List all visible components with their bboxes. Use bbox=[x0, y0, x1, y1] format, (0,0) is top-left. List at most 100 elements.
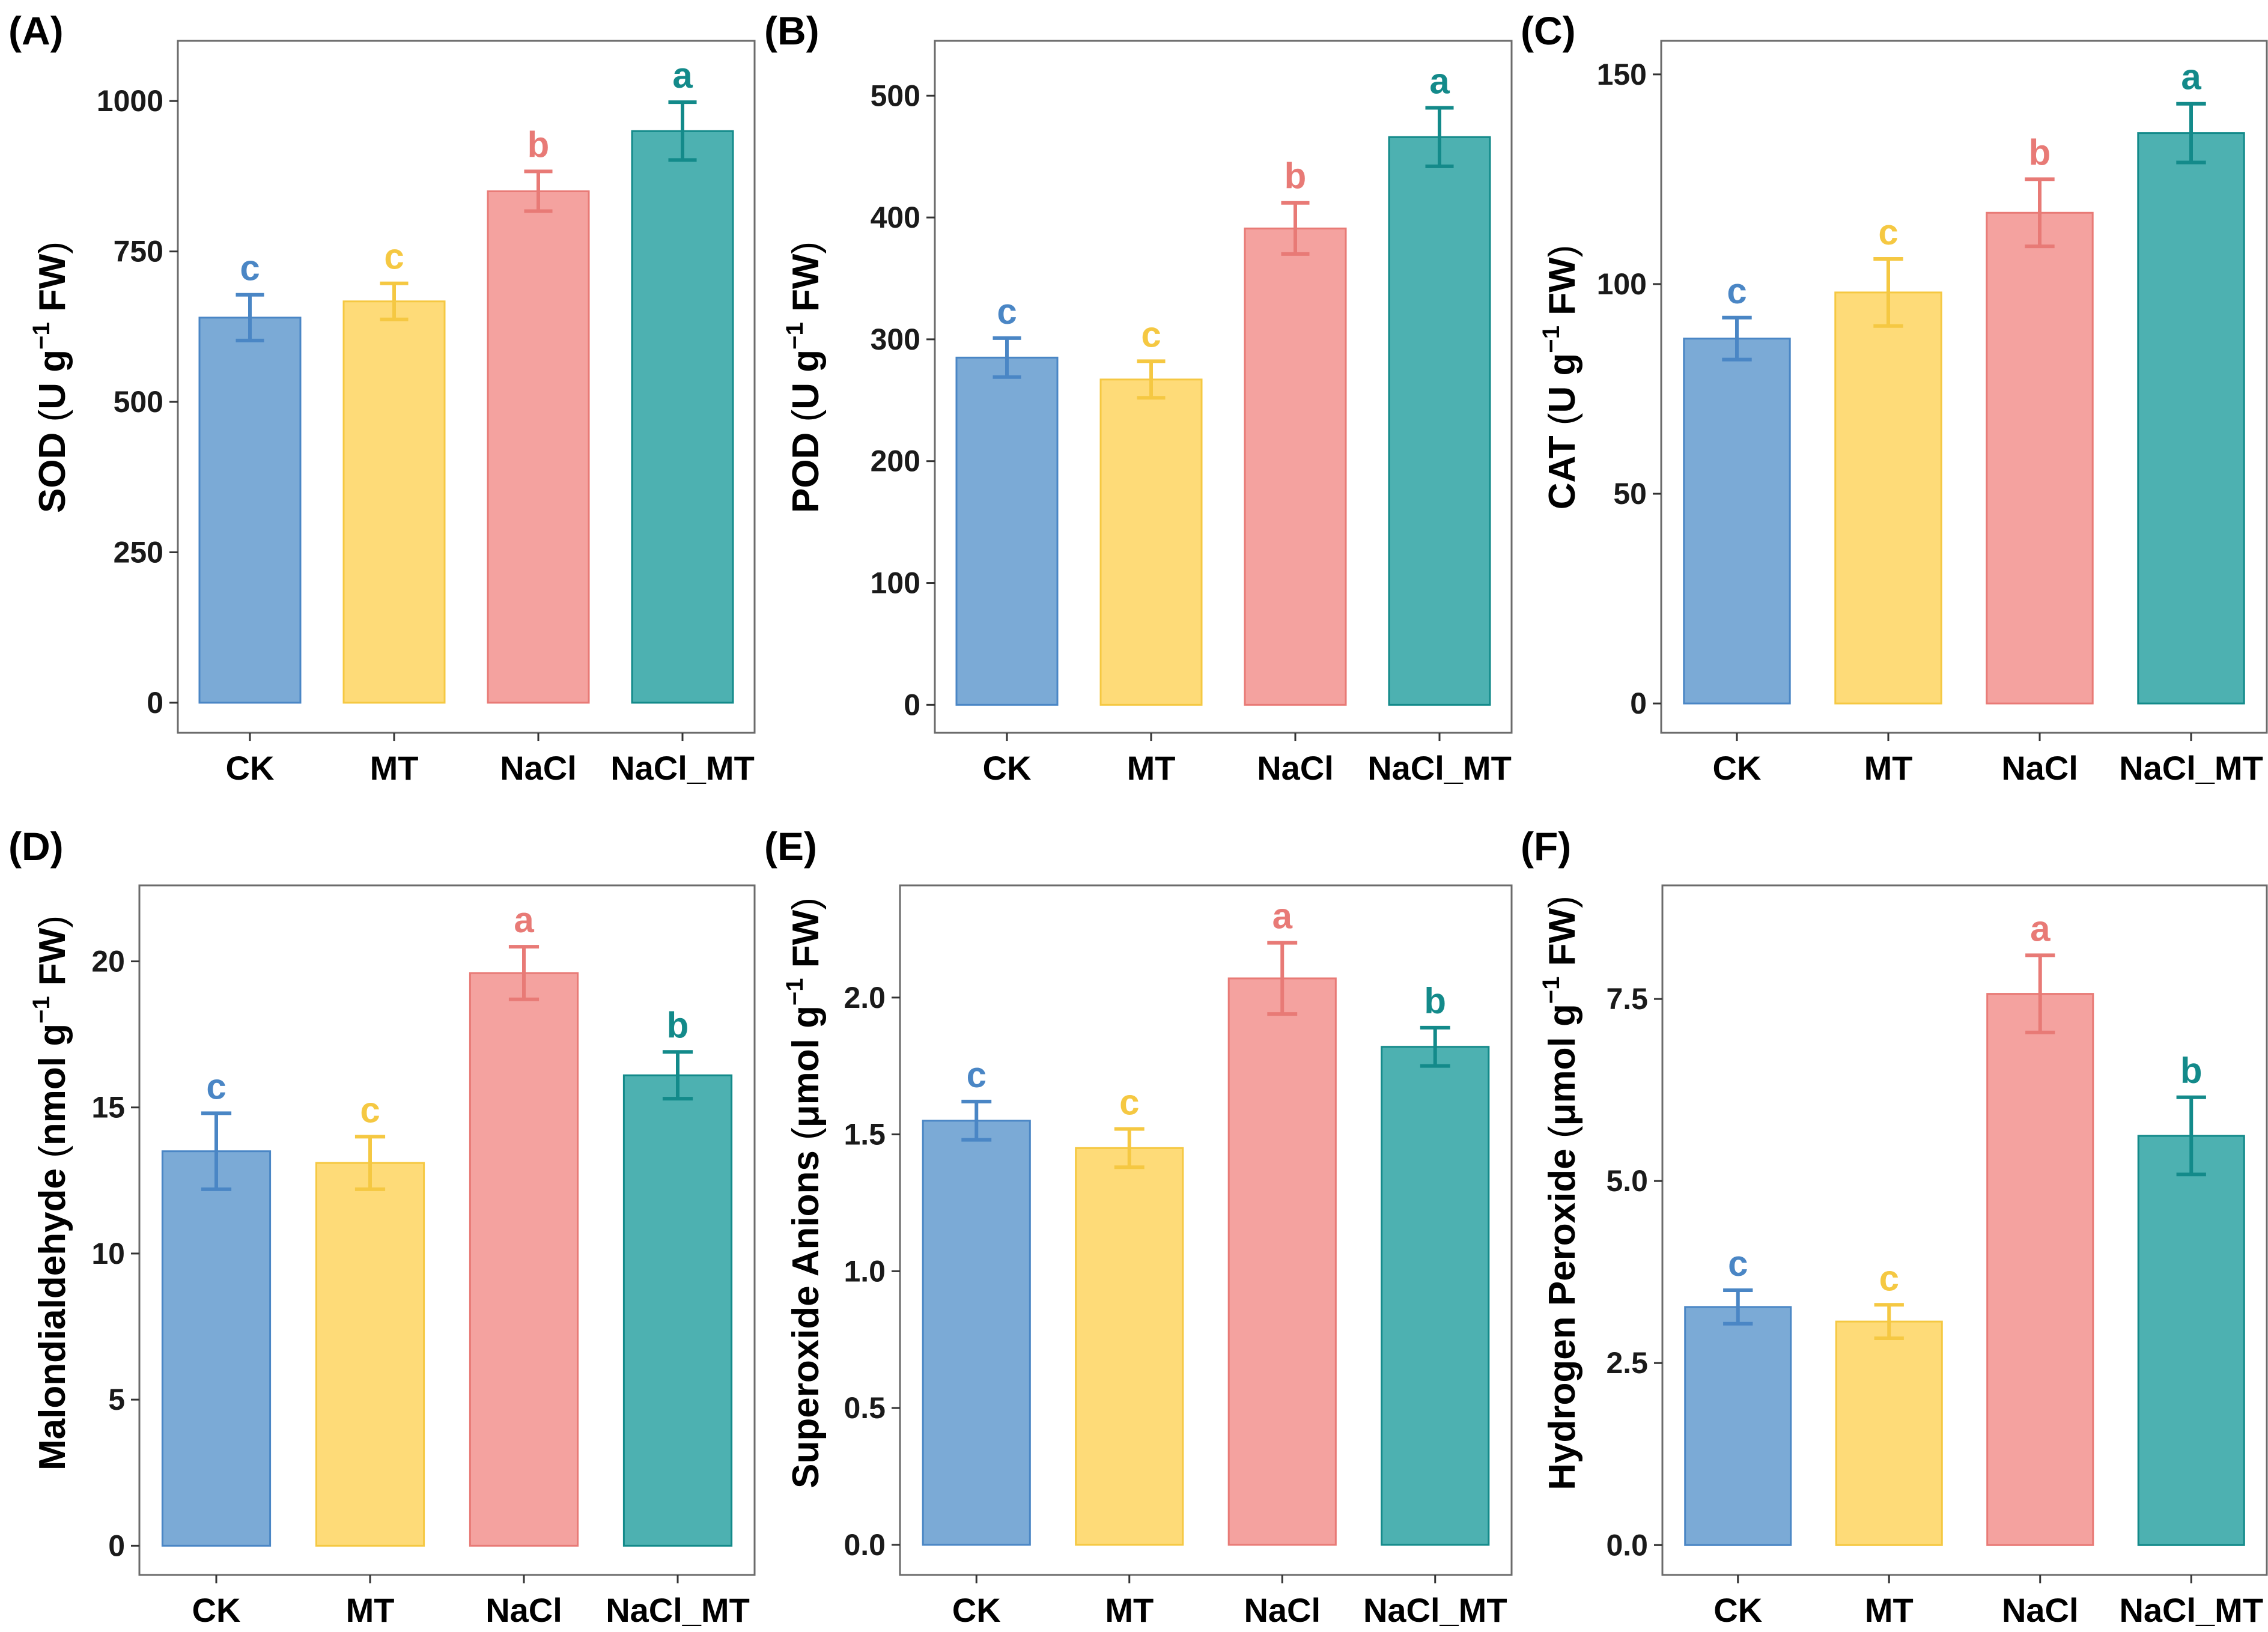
x-tick-label-nacl-mt: NaCl_MT bbox=[610, 749, 755, 787]
significance-label-nacl-mt: b bbox=[667, 1005, 689, 1045]
bar-nacl-mt bbox=[1381, 1046, 1490, 1546]
y-tick-label: 300 bbox=[871, 323, 920, 356]
significance-label-ck: c bbox=[997, 291, 1017, 332]
bar-chart-f: 0.0 2.5 5.0 7.5 c CK c MT a NaCl b NaCl_MT bbox=[1606, 884, 2268, 1629]
plot-frame bbox=[138, 884, 756, 1576]
bar-ck bbox=[198, 317, 302, 704]
significance-label-mt: c bbox=[1878, 212, 1898, 252]
y-tick-label: 7.5 bbox=[1606, 982, 1648, 1016]
x-tick-label-nacl: NaCl bbox=[500, 749, 577, 787]
bar-nacl-mt bbox=[2137, 132, 2245, 705]
panel-b: (B) POD (U g−1 FW) 0 100 200 300 400 500 c CK c M… bbox=[756, 0, 1513, 816]
panel-label: (F) bbox=[1521, 824, 1572, 869]
plot-frame bbox=[1661, 884, 2268, 1576]
bar-nacl bbox=[1227, 977, 1337, 1546]
significance-label-nacl-mt: a bbox=[672, 55, 693, 96]
y-tick-label: 15 bbox=[91, 1091, 125, 1124]
y-tick-label: 2.5 bbox=[1606, 1346, 1648, 1380]
bar-nacl-mt bbox=[1388, 136, 1491, 706]
panel-e: (E) Superoxide Anions (μmol g−1 FW) 0.0 0… bbox=[756, 816, 1513, 1632]
x-tick-label-nacl: NaCl bbox=[1257, 749, 1334, 787]
panel-a: (A) SOD (U g−1 FW) 0 250 500 750 1000 c CK c MT b… bbox=[0, 0, 756, 816]
y-tick-label: 10 bbox=[91, 1237, 125, 1270]
y-tick-label: 100 bbox=[1597, 267, 1647, 301]
x-tick-label-ck: CK bbox=[983, 749, 1032, 787]
bar-nacl bbox=[1986, 993, 2094, 1546]
y-tick-label: 0 bbox=[147, 686, 163, 720]
y-tick-label: 50 bbox=[1613, 477, 1647, 511]
x-tick-label-nacl-mt: NaCl_MT bbox=[1367, 749, 1512, 787]
x-tick-label-mt: MT bbox=[1105, 1591, 1154, 1629]
bar-ck bbox=[161, 1150, 272, 1547]
bar-mt bbox=[1099, 378, 1203, 706]
panel-label: (C) bbox=[1521, 8, 1576, 53]
x-tick-label-mt: MT bbox=[1865, 1591, 1914, 1629]
bar-ck bbox=[1684, 1306, 1792, 1546]
x-tick-label-ck: CK bbox=[952, 1591, 1001, 1629]
x-tick-label-ck: CK bbox=[1713, 749, 1762, 787]
bar-ck bbox=[955, 356, 1059, 706]
y-tick-label: 200 bbox=[871, 444, 920, 478]
x-tick-label-ck: CK bbox=[192, 1591, 241, 1629]
x-tick-label-mt: MT bbox=[1864, 749, 1913, 787]
bar-mt bbox=[1835, 1320, 1943, 1546]
significance-label-mt: c bbox=[1879, 1258, 1899, 1298]
y-tick-label: 100 bbox=[871, 566, 920, 600]
y-tick-label: 20 bbox=[91, 944, 125, 978]
bar-chart-a: 0 250 500 750 1000 c CK c MT b NaCl a NaCl_MT bbox=[97, 40, 756, 787]
significance-label-ck: c bbox=[240, 248, 260, 288]
plot-frame bbox=[1660, 40, 2268, 734]
x-tick-label-ck: CK bbox=[1713, 1591, 1762, 1629]
x-tick-label-nacl: NaCl bbox=[485, 1591, 562, 1629]
bar-mt bbox=[1075, 1147, 1184, 1546]
x-tick-label-mt: MT bbox=[370, 749, 419, 787]
y-tick-label: 1.0 bbox=[844, 1254, 886, 1288]
bar-mt bbox=[1834, 291, 1942, 705]
y-tick-label: 0 bbox=[108, 1529, 125, 1562]
bar-chart-e: 0.0 0.5 1.0 1.5 2.0 c CK c MT a NaCl b NaCl_MT bbox=[844, 884, 1513, 1629]
y-tick-label: 0.0 bbox=[844, 1528, 886, 1562]
panel-label: (B) bbox=[764, 8, 819, 53]
x-tick-label-nacl: NaCl bbox=[1244, 1591, 1321, 1629]
x-tick-label-mt: MT bbox=[1127, 749, 1176, 787]
significance-label-nacl: a bbox=[1272, 896, 1293, 936]
y-tick-label: 0.5 bbox=[844, 1391, 886, 1425]
panel-label: (A) bbox=[8, 8, 64, 53]
y-tick-label: 150 bbox=[1597, 58, 1647, 91]
y-tick-label: 0 bbox=[904, 688, 920, 721]
significance-label-mt: c bbox=[384, 237, 404, 277]
plot-frame bbox=[934, 40, 1513, 734]
significance-label-ck: c bbox=[206, 1066, 226, 1106]
x-tick-label-nacl-mt: NaCl_MT bbox=[2119, 749, 2263, 787]
bar-nacl bbox=[487, 190, 590, 704]
y-tick-label: 400 bbox=[871, 201, 920, 234]
bar-nacl bbox=[469, 972, 579, 1547]
y-tick-label: 750 bbox=[114, 235, 163, 268]
bar-chart-c: 0 50 100 150 c CK c MT b NaCl a NaCl_MT bbox=[1597, 40, 2268, 787]
bar-mt bbox=[342, 300, 446, 704]
significance-label-nacl: a bbox=[514, 900, 534, 940]
y-tick-label: 1000 bbox=[97, 84, 163, 118]
significance-label-nacl-mt: a bbox=[1429, 61, 1450, 102]
y-tick-label: 250 bbox=[114, 535, 163, 569]
x-tick-label-nacl-mt: NaCl_MT bbox=[1363, 1591, 1507, 1629]
x-tick-label-nacl: NaCl bbox=[2002, 1591, 2079, 1629]
panel-label: (E) bbox=[764, 824, 817, 869]
panel-d: (D) Malondialdehyde (nmol g−1 FW) 0 5 10 15… bbox=[0, 816, 756, 1632]
panel-label: (D) bbox=[8, 824, 64, 869]
significance-label-mt: c bbox=[360, 1090, 380, 1130]
x-tick-label-nacl-mt: NaCl_MT bbox=[2119, 1591, 2263, 1629]
significance-label-ck: c bbox=[1727, 271, 1747, 311]
bar-nacl bbox=[1986, 211, 2094, 705]
bar-mt bbox=[315, 1162, 425, 1547]
y-tick-label: 2.0 bbox=[844, 981, 886, 1015]
significance-label-mt: c bbox=[1141, 314, 1161, 354]
panel-c: (C) CAT (U g−1 FW) 0 50 100 150 c CK c MT b NaCl a… bbox=[1512, 0, 2268, 816]
y-tick-label: 500 bbox=[114, 385, 163, 419]
x-tick-label-ck: CK bbox=[226, 749, 275, 787]
x-tick-label-nacl: NaCl bbox=[2001, 749, 2078, 787]
significance-label-nacl-mt: b bbox=[1424, 981, 1446, 1021]
y-tick-label: 500 bbox=[871, 79, 920, 112]
y-tick-label: 0.0 bbox=[1606, 1528, 1648, 1562]
y-tick-label: 5.0 bbox=[1606, 1164, 1648, 1198]
